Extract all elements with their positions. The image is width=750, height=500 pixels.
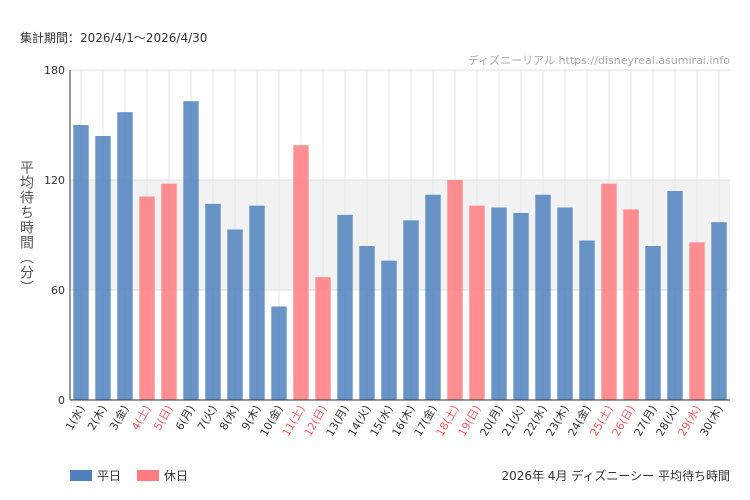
bar	[161, 183, 177, 400]
bar	[623, 209, 639, 400]
legend: 平日 休日	[70, 467, 204, 484]
x-tick-label: 5(日)	[151, 403, 176, 433]
y-tick-label: 60	[51, 284, 65, 297]
x-tick-label: 3(金)	[106, 403, 131, 433]
legend-item-holiday: 休日	[137, 467, 188, 484]
bar	[425, 194, 441, 400]
bar	[447, 180, 463, 400]
bar	[117, 112, 133, 401]
watermark-label: ディズニーリアル https://disneyreal.asumirai.inf…	[467, 54, 730, 67]
bar	[645, 246, 661, 400]
x-tick-label: 4(土)	[129, 403, 154, 433]
x-tick-label: 1(水)	[63, 403, 88, 433]
bar	[403, 220, 419, 400]
y-tick-label: 0	[58, 394, 65, 407]
legend-swatch-weekday	[70, 470, 92, 481]
x-tick-label: 2(木)	[85, 403, 110, 433]
bar	[513, 213, 529, 400]
bar	[491, 207, 507, 400]
bar	[73, 125, 89, 400]
chart-caption: 2026年 4月 ディズニーシー 平均待ち時間	[501, 469, 730, 483]
bar	[139, 196, 155, 400]
period-label: 集計期間：2026/4/1〜2026/4/30	[20, 31, 208, 45]
bar	[469, 205, 485, 400]
bar	[249, 205, 265, 400]
bar	[535, 194, 551, 400]
bar	[667, 191, 683, 400]
x-tick-label: 30(木)	[698, 403, 726, 439]
x-tick-label: 7(火)	[195, 403, 220, 433]
bar	[359, 246, 375, 400]
bar	[293, 145, 309, 400]
bar	[381, 260, 397, 400]
bar	[689, 242, 705, 400]
shaded-band	[70, 180, 730, 290]
bar	[579, 240, 595, 400]
bar	[95, 136, 111, 400]
bar	[183, 101, 199, 401]
bar	[227, 229, 243, 400]
legend-item-weekday: 平日	[70, 467, 121, 484]
y-axis-title: 平均待ち時間（分）	[18, 160, 34, 295]
y-tick-label: 120	[44, 174, 65, 187]
bar	[601, 183, 617, 400]
y-tick-label: 180	[44, 64, 65, 77]
bar	[271, 306, 287, 400]
legend-label-holiday: 休日	[164, 469, 189, 483]
legend-swatch-holiday	[137, 470, 160, 481]
legend-label-weekday: 平日	[97, 469, 122, 483]
bar	[557, 207, 573, 400]
bar	[337, 214, 353, 400]
bar	[711, 222, 727, 400]
x-tick-label: 8(水)	[217, 403, 242, 433]
bar	[315, 277, 331, 400]
bar	[205, 203, 221, 400]
x-tick-label: 6(月)	[173, 403, 198, 433]
